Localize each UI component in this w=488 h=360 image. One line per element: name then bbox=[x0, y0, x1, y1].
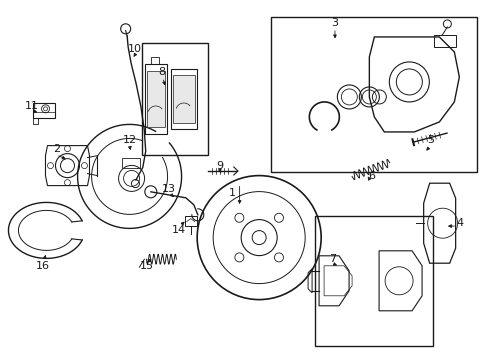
Bar bbox=[271, 17, 476, 172]
Text: 13: 13 bbox=[162, 184, 175, 194]
Text: 9: 9 bbox=[216, 161, 223, 171]
Text: 3: 3 bbox=[331, 18, 338, 28]
Text: 6: 6 bbox=[367, 171, 374, 181]
Bar bbox=[315, 216, 432, 346]
Text: 1: 1 bbox=[228, 188, 235, 198]
Text: 7: 7 bbox=[328, 254, 335, 264]
Text: 15: 15 bbox=[140, 261, 153, 271]
Text: 2: 2 bbox=[53, 144, 60, 154]
Text: 4: 4 bbox=[455, 218, 462, 228]
Polygon shape bbox=[172, 75, 194, 123]
Polygon shape bbox=[146, 71, 164, 127]
Text: 8: 8 bbox=[158, 67, 164, 77]
Text: 11: 11 bbox=[25, 101, 39, 111]
Text: 14: 14 bbox=[171, 225, 185, 235]
Text: 10: 10 bbox=[127, 44, 141, 54]
Bar bbox=[142, 43, 207, 155]
Text: 5: 5 bbox=[426, 135, 433, 145]
Text: 12: 12 bbox=[122, 135, 136, 145]
Text: 16: 16 bbox=[36, 261, 49, 271]
